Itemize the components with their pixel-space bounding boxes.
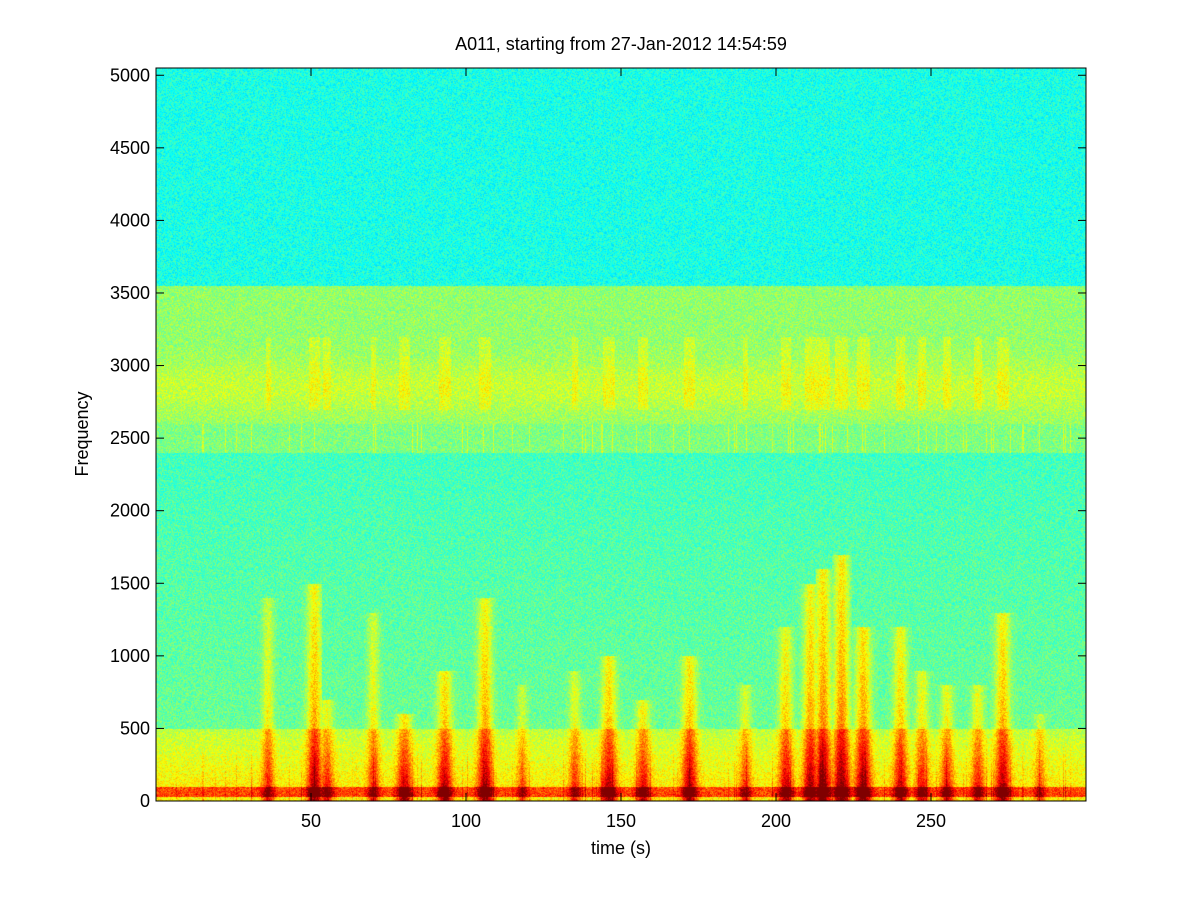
x-tick-label: 50 xyxy=(301,811,321,831)
y-tick-label: 5000 xyxy=(110,65,150,85)
x-ticks: 50 100 150 200 250 xyxy=(301,68,946,831)
x-axis-label: time (s) xyxy=(591,838,651,858)
chart-title: A011, starting from 27-Jan-2012 14:54:59 xyxy=(455,34,787,54)
spectrogram-image xyxy=(156,68,1086,801)
y-ticks: 0 500 1000 1500 2000 2500 3000 3500 4000 4500 5000 xyxy=(110,65,1086,811)
y-tick-label: 3000 xyxy=(110,356,150,376)
y-tick-label: 2500 xyxy=(110,428,150,448)
x-tick-label: 100 xyxy=(451,811,481,831)
y-tick-label: 2000 xyxy=(110,501,150,521)
y-tick-label: 4000 xyxy=(110,210,150,230)
y-tick-label: 3500 xyxy=(110,283,150,303)
x-tick-label: 150 xyxy=(606,811,636,831)
x-tick-label: 250 xyxy=(916,811,946,831)
x-tick-label: 200 xyxy=(761,811,791,831)
y-axis-label: Frequency xyxy=(72,391,92,476)
y-tick-label: 1000 xyxy=(110,646,150,666)
y-tick-label: 500 xyxy=(120,718,150,738)
y-tick-label: 0 xyxy=(140,791,150,811)
y-tick-label: 1500 xyxy=(110,573,150,593)
y-tick-label: 4500 xyxy=(110,138,150,158)
plot-frame xyxy=(155,67,1087,802)
